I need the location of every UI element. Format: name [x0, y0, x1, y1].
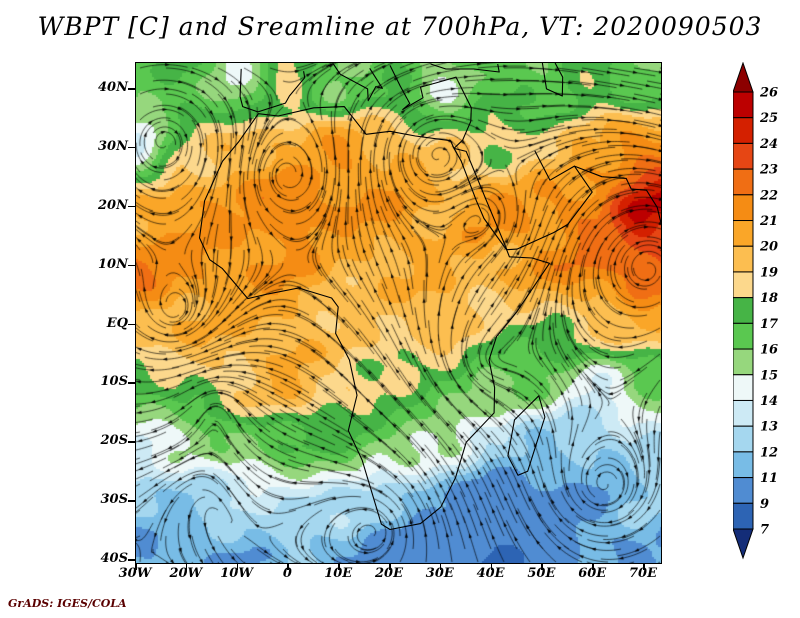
lon-tick-label: 30E — [425, 566, 454, 581]
lon-tick-label: 20W — [169, 566, 203, 581]
colorbar-cell — [733, 297, 754, 324]
x-axis-tick — [287, 563, 289, 570]
lon-tick-label: 50E — [527, 566, 556, 581]
colorbar-label: 14 — [760, 394, 778, 409]
plot-title: WBPT [C] and Sreamline at 700hPa, VT: 20… — [37, 12, 763, 41]
lon-tick-label: 40E — [476, 566, 505, 581]
y-axis-tick — [128, 559, 135, 561]
colorbar-label: 11 — [760, 471, 778, 486]
map-plot-area — [135, 62, 662, 564]
colorbar-label: 25 — [759, 111, 778, 126]
colorbar-cell — [733, 425, 754, 453]
colorbar-label: 19 — [760, 265, 778, 280]
lat-tick-label: 40S — [100, 551, 128, 566]
colorbar-label: 13 — [760, 420, 778, 435]
colorbar-cell — [733, 142, 754, 170]
lon-tick-label: 10W — [220, 566, 253, 581]
lat-tick-label: 20N — [98, 197, 128, 213]
x-axis-tick — [541, 563, 543, 570]
y-axis-tick — [128, 146, 135, 149]
lon-tick-label: 70E — [629, 566, 657, 581]
x-axis-tick — [135, 563, 137, 570]
lat-tick-label: 30N — [98, 138, 128, 154]
y-axis-tick — [128, 441, 135, 443]
lon-tick-label: 20E — [375, 566, 403, 581]
colorbar-cell — [733, 220, 754, 247]
x-axis-tick — [490, 563, 493, 570]
colorbar-label: 7 — [760, 523, 769, 538]
colorbar-cell — [733, 348, 754, 376]
x-axis-tick — [389, 563, 391, 570]
colorbar-label: 26 — [759, 86, 778, 101]
lat-tick-label: 30S — [100, 492, 128, 508]
colorbar-cell — [733, 194, 754, 222]
colorbar-cell — [733, 477, 754, 504]
grads-attribution: GrADS: IGES/COLA — [8, 597, 127, 610]
y-axis-tick — [128, 264, 135, 267]
lon-tick-label: 10E — [324, 566, 353, 581]
x-axis-tick — [338, 563, 340, 570]
colorbar-label: 23 — [759, 163, 778, 178]
lat-tick-label: 20S — [100, 433, 128, 449]
colorbar-cell — [733, 117, 754, 144]
x-axis-tick — [643, 563, 645, 570]
colorbar-label: 17 — [760, 317, 778, 332]
x-axis-tick — [236, 563, 239, 570]
lat-tick-label: 10S — [100, 374, 128, 390]
x-axis-tick — [592, 563, 594, 570]
colorbar-cell — [733, 502, 754, 530]
lon-tick-label: 30W — [118, 566, 152, 581]
colorbar-cell — [733, 374, 754, 401]
colorbar-cell — [733, 91, 754, 119]
colorbar-label: 18 — [760, 291, 778, 306]
colorbar-cell — [733, 168, 754, 196]
colorbar-cell — [733, 245, 754, 273]
lon-tick-label: 60E — [578, 566, 607, 581]
wbpt-field-and-streamlines-canvas — [136, 63, 661, 563]
colorbar-label: 22 — [759, 188, 778, 203]
y-axis-tick — [128, 88, 135, 90]
y-axis-tick — [128, 382, 135, 384]
colorbar-label: 24 — [759, 137, 778, 152]
x-axis-tick — [185, 563, 188, 570]
colorbar-label: 9 — [760, 497, 769, 512]
lat-tick-label: EQ — [106, 315, 128, 331]
y-axis-tick — [128, 205, 135, 208]
lon-tick-label: 0 — [282, 566, 292, 581]
colorbar-label: 21 — [759, 214, 778, 229]
x-axis-tick — [439, 563, 442, 570]
colorbar-label: 20 — [759, 240, 778, 255]
colorbar-arrow-top — [733, 62, 754, 93]
colorbar-cell — [733, 271, 754, 299]
colorbar-cell — [733, 322, 754, 350]
colorbar-label: 16 — [760, 343, 778, 358]
colorbar-cell — [733, 399, 754, 427]
y-axis-tick — [128, 500, 135, 502]
colorbar: 26 25 24 23 22 21 20 19 18 17 16 15 14 13 12 11 9 7 — [733, 62, 778, 560]
colorbar-arrow-bottom — [733, 528, 754, 560]
y-axis-tick — [128, 323, 135, 325]
lat-tick-label: 40N — [98, 80, 128, 95]
colorbar-cell — [733, 451, 754, 479]
colorbar-label: 15 — [760, 368, 778, 383]
lat-tick-label: 10N — [98, 256, 128, 272]
colorbar-label: 12 — [760, 445, 778, 460]
